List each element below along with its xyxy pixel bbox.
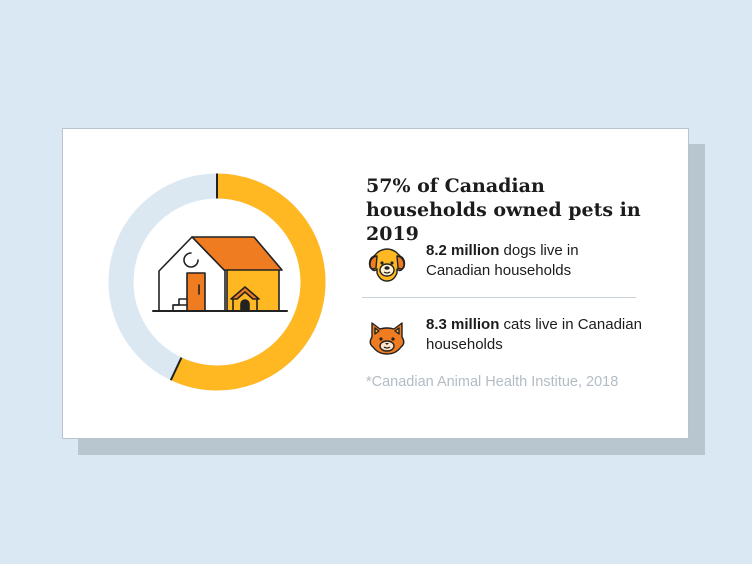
donut-segment-owned: [170, 173, 326, 391]
headline: 57% of Canadian households owned pets in…: [366, 175, 641, 245]
cat-stat-label: cats live in Canadian households: [426, 316, 642, 353]
dog-stat: 8.2 million dogs live in Canadian househ…: [366, 241, 646, 287]
cat-face-icon: [369, 322, 405, 355]
house-icon: [152, 236, 288, 312]
stat-divider: [362, 297, 636, 298]
cat-stat-value: 8.3 million: [426, 316, 500, 333]
cat-stat-text: 8.3 million cats live in Canadian househ…: [426, 315, 646, 355]
dog-stat-text: 8.2 million dogs live in Canadian househ…: [426, 241, 646, 281]
cat-stat: 8.3 million cats live in Canadian househ…: [366, 315, 646, 361]
dog-face-icon: [368, 248, 406, 282]
source-citation: *Canadian Animal Health Institue, 2018: [366, 374, 619, 390]
donut-end-marker: [169, 357, 183, 381]
pet-ownership-donut-chart: [108, 173, 326, 391]
dog-stat-value: 8.2 million: [426, 242, 500, 259]
infographic-card: 57% of Canadian households owned pets in…: [62, 128, 689, 439]
dog-stat-label: dogs live in Canadian households: [426, 242, 579, 279]
